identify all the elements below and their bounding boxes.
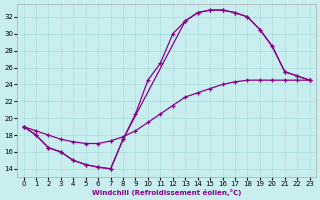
X-axis label: Windchill (Refroidissement éolien,°C): Windchill (Refroidissement éolien,°C) bbox=[92, 189, 241, 196]
